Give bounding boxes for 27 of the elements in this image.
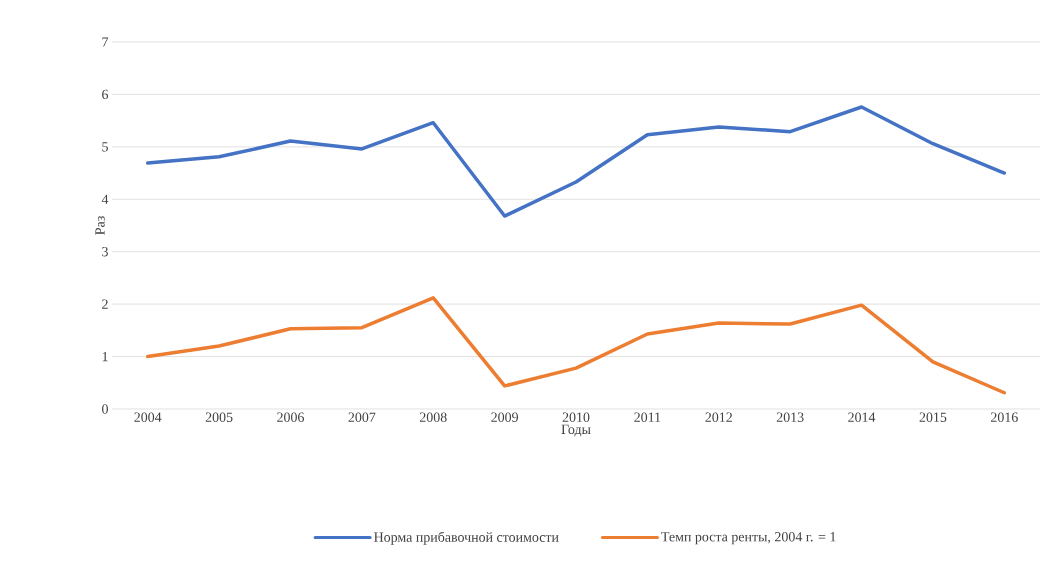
x-tick-label: 2006 — [277, 412, 305, 422]
legend-label: Темп роста ренты, 2004 г. = 1 — [661, 532, 836, 545]
x-tick-label: 2008 — [419, 412, 447, 422]
y-tick-label: 7 — [102, 37, 109, 47]
y-tick-label: 6 — [102, 89, 109, 100]
y-tick-label: 4 — [101, 194, 109, 204]
x-tick-label: 2016 — [990, 412, 1018, 422]
y-tick-label: 1 — [102, 351, 108, 362]
x-axis-title: Годы — [561, 424, 591, 437]
x-tick-label: 2009 — [491, 412, 519, 422]
legend-label: Норма прибавочной стоимости — [374, 531, 559, 545]
x-tick-label: 2015 — [919, 412, 947, 422]
x-tick-label: 2004 — [134, 412, 162, 422]
y-tick-label: 2 — [102, 299, 108, 309]
line-series — [145, 105, 1007, 218]
x-tick-label: 2010 — [562, 412, 590, 422]
y-axis-title: Раз — [95, 216, 105, 235]
x-tick-label: 2013 — [776, 412, 804, 422]
y-tick-label: 0 — [102, 404, 108, 414]
x-tick-label: 2011 — [634, 412, 661, 422]
x-tick-label: 2014 — [848, 412, 876, 422]
x-tick-label: 2005 — [205, 412, 233, 422]
line-series — [145, 296, 1007, 395]
x-tick-label: 2007 — [348, 412, 376, 422]
y-tick-label: 5 — [102, 142, 108, 152]
y-tick-label: 3 — [102, 247, 108, 257]
x-tick-label: 2012 — [705, 412, 732, 422]
